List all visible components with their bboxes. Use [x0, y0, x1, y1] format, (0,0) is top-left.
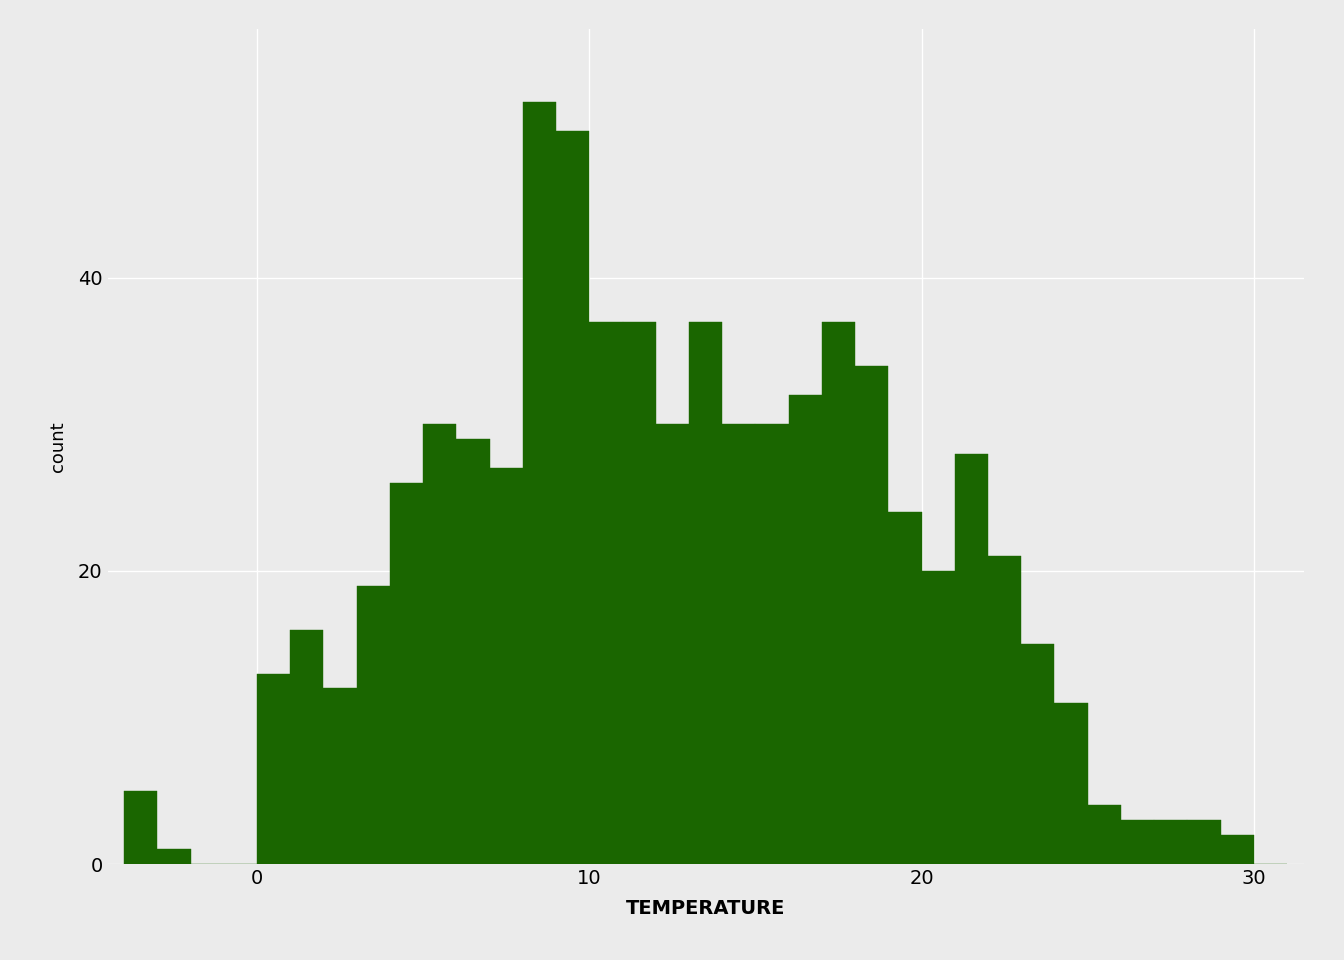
Bar — [1087, 805, 1121, 864]
Bar — [1187, 820, 1220, 864]
Bar — [722, 424, 755, 864]
Bar — [823, 322, 855, 864]
Bar — [855, 366, 888, 864]
Bar — [988, 556, 1021, 864]
Bar — [157, 850, 191, 864]
Bar — [457, 439, 489, 864]
Bar — [1055, 703, 1087, 864]
Bar — [589, 322, 622, 864]
Bar — [1154, 820, 1187, 864]
Bar — [656, 424, 689, 864]
Bar — [689, 322, 722, 864]
Bar — [290, 630, 324, 864]
Bar — [423, 424, 457, 864]
Bar — [789, 396, 823, 864]
Bar — [922, 571, 954, 864]
Bar — [622, 322, 656, 864]
Bar — [523, 102, 556, 864]
Bar — [1121, 820, 1154, 864]
Bar — [489, 468, 523, 864]
Bar — [390, 483, 423, 864]
Bar — [324, 688, 356, 864]
X-axis label: TEMPERATURE: TEMPERATURE — [626, 899, 785, 918]
Bar — [1021, 644, 1055, 864]
Bar — [257, 674, 290, 864]
Bar — [954, 454, 988, 864]
Bar — [124, 791, 157, 864]
Bar — [556, 132, 589, 864]
Y-axis label: count: count — [48, 421, 67, 471]
Bar — [755, 424, 789, 864]
Bar — [888, 513, 922, 864]
Bar — [356, 586, 390, 864]
Bar — [1220, 834, 1254, 864]
